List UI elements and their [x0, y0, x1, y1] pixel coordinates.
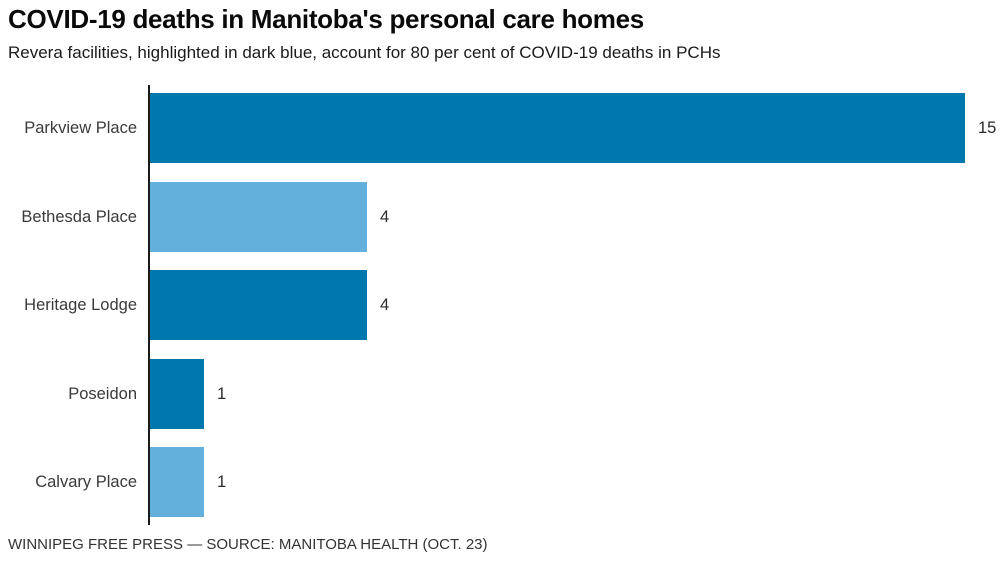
bar	[150, 93, 965, 163]
bar-row: Calvary Place 1	[0, 447, 1000, 517]
chart-title: COVID-19 deaths in Manitoba's personal c…	[8, 4, 644, 34]
chart-subtitle: Revera facilities, highlighted in dark b…	[8, 43, 721, 62]
bar-row: Parkview Place 15	[0, 93, 1000, 163]
bar-row: Poseidon 1	[0, 358, 1000, 429]
y-axis-line	[148, 85, 150, 525]
category-label: Bethesda Place	[21, 207, 137, 226]
bar-row: Heritage Lodge 4	[0, 270, 1000, 340]
value-label: 1	[217, 473, 227, 491]
value-label: 4	[380, 207, 390, 226]
category-label: Parkview Place	[24, 119, 137, 137]
bar-row: Bethesda Place 4	[0, 181, 1000, 252]
value-label: 15	[978, 119, 997, 137]
bar	[150, 181, 367, 252]
value-label: 4	[380, 296, 390, 314]
category-label: Calvary Place	[35, 473, 137, 491]
bar	[150, 447, 204, 517]
category-label: Heritage Lodge	[24, 296, 137, 314]
bar	[150, 358, 204, 429]
source-attribution: WINNIPEG FREE PRESS — SOURCE: MANITOBA H…	[8, 536, 488, 553]
value-label: 1	[217, 384, 227, 403]
bar	[150, 270, 367, 340]
bar-chart: Parkview Place 15 Bethesda Place 4 Heritage …	[0, 85, 1000, 525]
category-label: Poseidon	[68, 384, 137, 403]
